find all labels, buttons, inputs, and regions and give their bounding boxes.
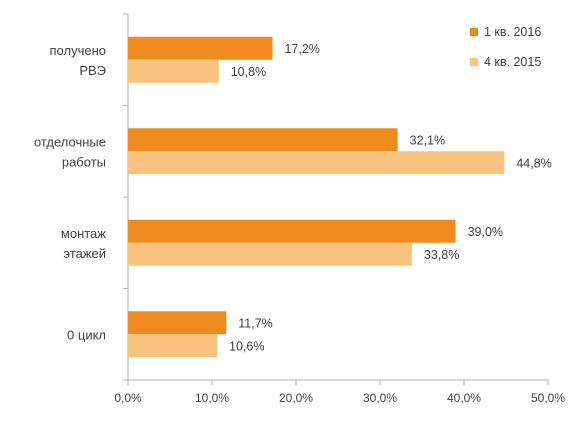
data-label: 32,1% [410, 133, 445, 147]
bar [128, 36, 273, 60]
category-label: этажей [63, 246, 106, 261]
category-label: получено [50, 43, 106, 58]
legend-swatch [470, 58, 478, 66]
bar [128, 59, 219, 83]
bar [128, 334, 218, 358]
bar [128, 311, 227, 335]
data-labels: 17,2% 10,8% 32,1% 44,8% 39,0% 33,8% 11,7% 10,6% [229, 42, 552, 354]
data-label: 10,8% [231, 65, 266, 79]
category-label: 0 цикл [67, 327, 106, 342]
bar [128, 242, 412, 266]
x-tick-label: 30,0% [363, 391, 397, 405]
data-label: 10,6% [229, 339, 264, 353]
data-label: 17,2% [284, 42, 319, 56]
x-tick-label: 0,0% [114, 391, 142, 405]
x-tick-labels: 0,0% 10,0% 20,0% 30,0% 40,0% 50,0% [114, 391, 565, 405]
bar [128, 219, 456, 243]
data-label: 44,8% [516, 156, 551, 170]
chart-bars [128, 36, 505, 358]
legend-swatch [470, 28, 478, 36]
legend-label: 4 кв. 2015 [484, 55, 541, 69]
legend: 1 кв. 2016 4 кв. 2015 [470, 25, 541, 69]
data-label: 11,7% [238, 316, 273, 330]
legend-label: 1 кв. 2016 [484, 25, 541, 39]
data-label: 39,0% [468, 225, 503, 239]
x-tick-label: 20,0% [279, 391, 313, 405]
bar [128, 128, 398, 152]
category-label: РВЭ [79, 63, 106, 78]
bar [128, 151, 505, 175]
x-tick-label: 50,0% [531, 391, 565, 405]
x-tick-label: 10,0% [195, 391, 229, 405]
data-label: 33,8% [424, 248, 459, 262]
category-label: отделочные [34, 134, 106, 149]
x-tick-label: 40,0% [447, 391, 481, 405]
category-label: монтаж [61, 226, 106, 241]
category-labels: получено РВЭ отделочные работы монтаж этажей 0… [34, 43, 106, 343]
category-label: работы [62, 154, 106, 169]
